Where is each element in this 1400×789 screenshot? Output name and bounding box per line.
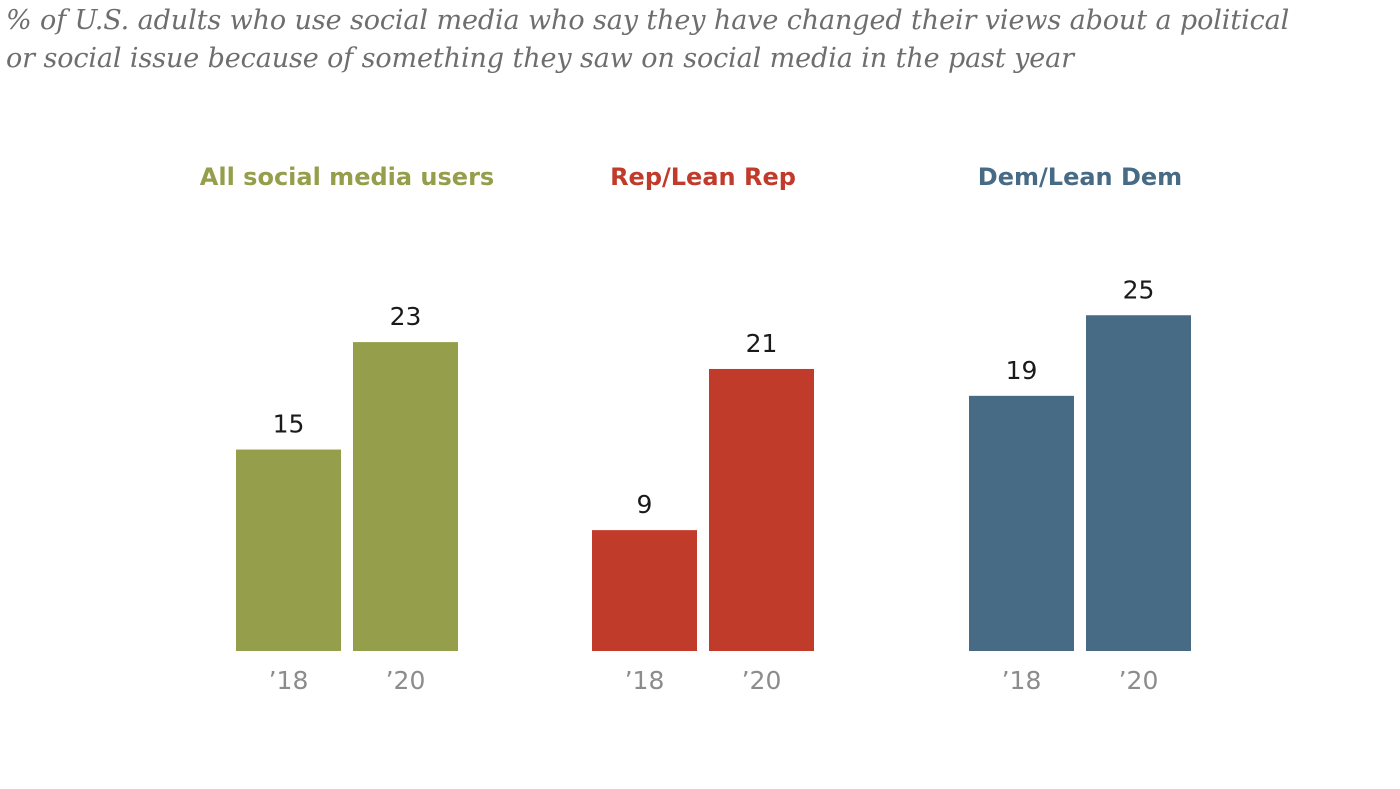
bar-dem-lean-dem-18 [969, 395, 1074, 651]
value-label-all-social-media-users-20: 23 [390, 302, 422, 331]
group-title-dem-lean-dem: Dem/Lean Dem [978, 163, 1182, 191]
bar-group-dem-lean-dem: Dem/Lean Dem 19 ’18 25 ’20 [969, 163, 1191, 695]
bar-group-rep-lean-rep: Rep/Lean Rep 9 ’18 21 ’20 [592, 163, 814, 695]
value-label-all-social-media-users-18: 15 [273, 410, 305, 439]
tick-label-rep-lean-rep-20: ’20 [742, 666, 782, 695]
tick-label-dem-lean-dem-20: ’20 [1119, 666, 1159, 695]
chart-groups: All social media users15’1823’20Rep/Lean… [200, 163, 1191, 695]
chart-subtitle-line-1: % of U.S. adults who use social media wh… [6, 5, 1290, 36]
bar-rep-lean-rep-18 [592, 530, 697, 651]
tick-label-all-social-media-users-18: ’18 [269, 666, 309, 695]
group-title-rep-lean-rep: Rep/Lean Rep [610, 163, 796, 191]
chart-subtitle-line-2: or social issue because of something the… [6, 43, 1074, 74]
value-label-rep-lean-rep-20: 21 [746, 329, 778, 358]
value-label-rep-lean-rep-18: 9 [637, 490, 653, 519]
chart-subtitle: % of U.S. adults who use social media wh… [6, 2, 1391, 78]
value-label-dem-lean-dem-18: 19 [1006, 356, 1038, 385]
tick-label-rep-lean-rep-18: ’18 [625, 666, 665, 695]
tick-label-dem-lean-dem-18: ’18 [1002, 666, 1042, 695]
tick-label-all-social-media-users-20: ’20 [386, 666, 426, 695]
group-title-all-social-media-users: All social media users [200, 163, 494, 191]
bar-all-social-media-users-18 [236, 449, 341, 651]
bar-group-all-social-media-users: All social media users 15 ’18 23 ’20 [200, 163, 494, 695]
bar-dem-lean-dem-20 [1086, 315, 1191, 651]
value-label-dem-lean-dem-20: 25 [1123, 275, 1155, 304]
bar-rep-lean-rep-20 [709, 368, 814, 651]
bar-all-social-media-users-20 [353, 342, 458, 651]
